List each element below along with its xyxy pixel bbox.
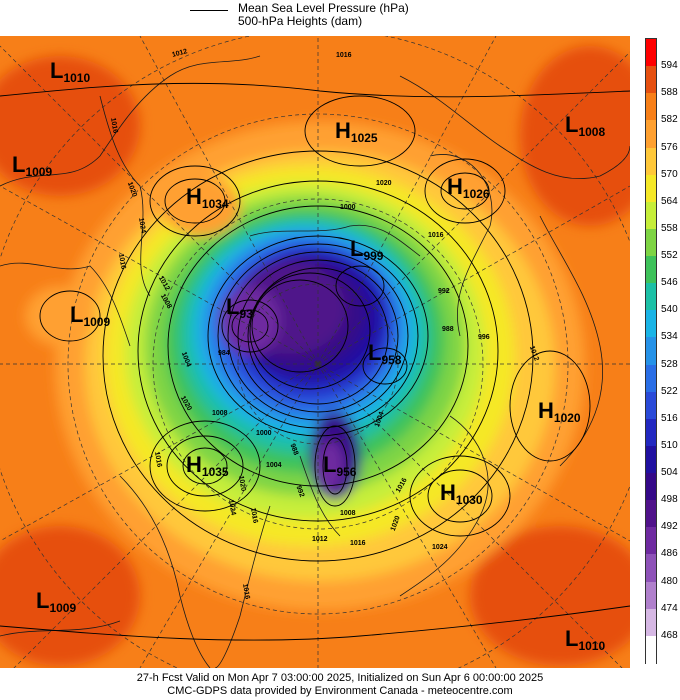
- colorbar-tick-label: 522: [661, 385, 678, 397]
- colorbar-swatch: [646, 473, 656, 501]
- colorbar-swatch: [646, 581, 656, 610]
- colorbar-swatch: [646, 337, 656, 366]
- pressure-center-high: H1034: [186, 184, 229, 212]
- colorbar-tick-label: 576: [661, 141, 678, 153]
- colorbar-tick-label: 570: [661, 168, 678, 180]
- pressure-center-high: H1025: [335, 118, 378, 146]
- pressure-center-low: L956: [323, 452, 357, 480]
- data-credit-line: CMC-GDPS data provided by Environment Ca…: [167, 685, 513, 697]
- colorbar-swatch: [646, 39, 656, 67]
- colorbar-swatch: [646, 635, 656, 664]
- isobar-label: 1024: [432, 544, 448, 551]
- isobar-label: 1000: [340, 204, 356, 211]
- colorbar-tick-label: 588: [661, 87, 678, 99]
- colorbar-tick-label: 540: [661, 304, 678, 316]
- pressure-center-high: H1035: [186, 452, 229, 480]
- colorbar-swatch: [646, 283, 656, 311]
- weather-map: L1010 L1009 H1034 H1025 H1026 L1008 L999…: [0, 36, 630, 668]
- legend-line-sample: [190, 10, 228, 11]
- colorbar-swatch: [646, 445, 656, 474]
- colorbar-tick-label: 528: [661, 358, 678, 370]
- pressure-center-high: H1020: [538, 398, 581, 426]
- colorbar-tick-label: 474: [661, 602, 678, 614]
- colorbar-swatch: [646, 201, 656, 230]
- pressure-center-low: L999: [350, 236, 384, 264]
- isobar-label: 996: [478, 334, 490, 341]
- colorbar-tick-label: 504: [661, 467, 678, 479]
- colorbar-swatch: [646, 310, 656, 339]
- isobar-label: 988: [442, 326, 454, 333]
- colorbar-swatch: [646, 364, 656, 393]
- isobar-label: 1012: [312, 536, 328, 543]
- pressure-center-low: L958: [368, 340, 402, 368]
- pressure-center-low: L1009: [12, 152, 53, 180]
- colorbar-tick-label: 492: [661, 521, 678, 533]
- colorbar-tick-label: 498: [661, 494, 678, 506]
- colorbar-swatch: [646, 418, 656, 447]
- pressure-center-low: L1009: [70, 302, 111, 330]
- pressure-center-low: L1008: [565, 112, 606, 140]
- colorbar-swatch: [646, 174, 656, 203]
- pressure-center-high: H1026: [447, 174, 490, 202]
- legend-label-mslp: Mean Sea Level Pressure (hPa): [238, 1, 409, 15]
- colorbar-swatch: [646, 228, 656, 257]
- colorbar-swatch: [646, 66, 656, 94]
- colorbar-swatch: [646, 93, 656, 121]
- colorbar-swatch: [646, 608, 656, 637]
- forecast-valid-line: 27-h Fcst Valid on Mon Apr 7 03:00:00 20…: [136, 672, 544, 684]
- colorbar-tick-label: 546: [661, 277, 678, 289]
- isobar-label: 1008: [212, 410, 228, 417]
- coastlines: [0, 55, 630, 668]
- colorbar-tick-label: 468: [661, 629, 678, 641]
- colorbar-tick-label: 486: [661, 548, 678, 560]
- colorbar-tick-label: 594: [661, 60, 678, 72]
- colorbar-tick-label: 558: [661, 222, 678, 234]
- colorbar-tick-label: 534: [661, 331, 678, 343]
- legend-label-500hpa: 500-hPa Heights (dam): [238, 14, 363, 28]
- isobar-label: 1016: [428, 232, 444, 239]
- pressure-center-low: L93: [226, 294, 253, 322]
- colorbar-swatch: [646, 120, 656, 149]
- colorbar-swatch: [646, 147, 656, 176]
- isobar-label: 1008: [340, 510, 356, 517]
- colorbar-swatch: [646, 391, 656, 420]
- isobar-label: 1020: [376, 180, 392, 187]
- colorbar-swatch: [646, 527, 656, 556]
- colorbar-swatch: [646, 256, 656, 284]
- pressure-center-high: H1030: [440, 480, 483, 508]
- colorbar-tick-label: 564: [661, 195, 678, 207]
- colorbar-swatch: [646, 500, 656, 528]
- isobars: [0, 82, 630, 641]
- colorbar-tick-label: 516: [661, 412, 678, 424]
- isobar-label: 1000: [256, 430, 272, 437]
- colorbar-tick-label: 510: [661, 439, 678, 451]
- colorbar-tick-label: 552: [661, 250, 678, 262]
- colorbar: [645, 38, 657, 664]
- colorbar-tick-label: 582: [661, 114, 678, 126]
- colorbar-swatch: [646, 554, 656, 583]
- isobar-label: 1016: [336, 52, 352, 59]
- footer: 27-h Fcst Valid on Mon Apr 7 03:00:00 20…: [0, 672, 680, 698]
- pressure-center-low: L1009: [36, 588, 77, 616]
- isobar-label: 992: [438, 288, 450, 295]
- pressure-center-low: L1010: [50, 58, 91, 86]
- isobar-label: 1004: [266, 462, 282, 469]
- colorbar-tick-label: 480: [661, 575, 678, 587]
- isobar-label: 1016: [350, 540, 366, 547]
- isobar-label: 984: [218, 350, 230, 357]
- pressure-center-low: L1010: [565, 626, 606, 654]
